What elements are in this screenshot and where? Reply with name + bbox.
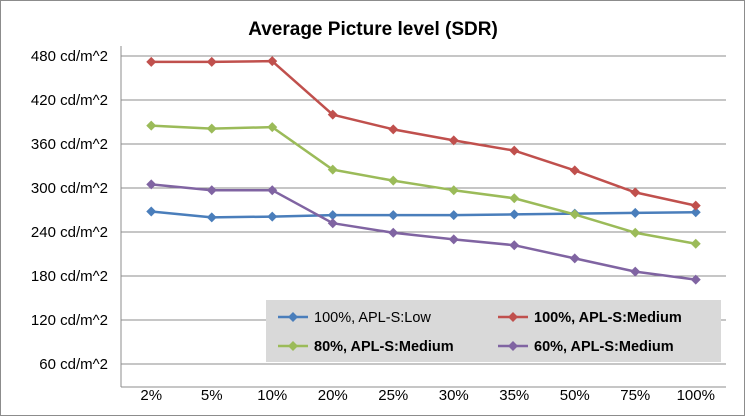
x-tick-label: 100% — [677, 387, 715, 404]
data-point — [327, 210, 338, 221]
y-tick-label: 240 cd/m^2 — [31, 224, 108, 241]
data-point — [327, 109, 338, 120]
data-point — [206, 56, 217, 67]
data-point — [448, 234, 459, 245]
chart-title: Average Picture level (SDR) — [248, 19, 498, 40]
x-tick-label: 30% — [439, 387, 469, 404]
y-tick-label: 120 cd/m^2 — [31, 312, 108, 329]
data-point — [569, 209, 580, 220]
x-tick-label: 35% — [499, 387, 529, 404]
data-point — [388, 210, 399, 221]
data-point — [388, 175, 399, 186]
data-point — [206, 185, 217, 196]
data-point — [630, 266, 641, 277]
y-tick-label: 180 cd/m^2 — [31, 268, 108, 285]
data-point — [690, 200, 701, 211]
x-tick-label: 5% — [201, 387, 223, 404]
x-tick-labels: 2% 5% 10% 20% 25% 30% 35% 50% 75% 100% — [140, 387, 715, 404]
legend-box — [266, 300, 721, 362]
data-point — [206, 123, 217, 134]
data-point — [509, 240, 520, 251]
legend-item: 60%, APL-S:Medium — [498, 339, 674, 355]
x-tick-label: 2% — [140, 387, 162, 404]
series-line — [151, 124, 696, 245]
data-point — [327, 218, 338, 229]
data-point — [509, 209, 520, 220]
y-tick-label: 60 cd/m^2 — [39, 356, 108, 373]
data-point — [630, 227, 641, 238]
data-point — [569, 165, 580, 176]
legend-label: 100%, APL-S:Low — [314, 310, 431, 326]
legend-item: 80%, APL-S:Medium — [278, 339, 454, 355]
data-point — [267, 56, 278, 67]
data-point — [146, 56, 157, 67]
legend-swatch-marker — [288, 341, 298, 351]
legend-item: 100%, APL-S:Medium — [498, 310, 682, 326]
legend-swatch-marker — [288, 312, 298, 322]
gridlines — [121, 55, 726, 365]
x-tick-label: 25% — [378, 387, 408, 404]
y-tick-label: 300 cd/m^2 — [31, 180, 108, 197]
axes — [120, 46, 726, 388]
x-tick-label: 75% — [620, 387, 650, 404]
series-line — [151, 210, 696, 219]
legend-item: 100%, APL-S:Low — [278, 310, 431, 326]
y-tick-label: 360 cd/m^2 — [31, 136, 108, 153]
series-4 — [146, 179, 701, 285]
series-1 — [146, 206, 701, 223]
data-point — [267, 185, 278, 196]
data-point — [327, 164, 338, 175]
legend: 100%, APL-S:Low 100%, APL-S:Medium 80%, AP… — [266, 300, 721, 362]
series-3 — [146, 120, 701, 249]
legend-label: 80%, APL-S:Medium — [314, 339, 454, 355]
series-line — [151, 183, 696, 281]
data-point — [388, 124, 399, 135]
legend-swatch-marker — [508, 341, 518, 351]
data-point — [146, 206, 157, 217]
data-point — [448, 185, 459, 196]
x-tick-label: 10% — [257, 387, 287, 404]
data-point — [690, 238, 701, 249]
data-point — [267, 122, 278, 133]
data-point — [630, 187, 641, 198]
data-point — [509, 145, 520, 156]
data-point — [267, 211, 278, 222]
x-tick-label: 50% — [560, 387, 590, 404]
data-point — [448, 210, 459, 221]
legend-swatch-marker — [508, 312, 518, 322]
legend-label: 60%, APL-S:Medium — [534, 339, 674, 355]
data-point — [509, 193, 520, 204]
data-point — [146, 120, 157, 131]
x-tick-label: 20% — [318, 387, 348, 404]
y-tick-labels: 60 cd/m^2 120 cd/m^2 180 cd/m^2 240 cd/m^2 3… — [31, 48, 108, 373]
y-tick-label: 420 cd/m^2 — [31, 92, 108, 109]
data-point — [206, 212, 217, 223]
data-point — [569, 253, 580, 264]
series-2 — [146, 56, 701, 211]
series-line — [151, 59, 697, 207]
data-point — [146, 179, 157, 190]
data-point — [448, 135, 459, 146]
data-point — [690, 274, 701, 285]
data-point — [690, 207, 701, 218]
series-lines — [146, 56, 701, 285]
data-point — [388, 227, 399, 238]
data-point — [630, 207, 641, 218]
y-tick-label: 480 cd/m^2 — [31, 48, 108, 65]
legend-label: 100%, APL-S:Medium — [534, 310, 682, 326]
